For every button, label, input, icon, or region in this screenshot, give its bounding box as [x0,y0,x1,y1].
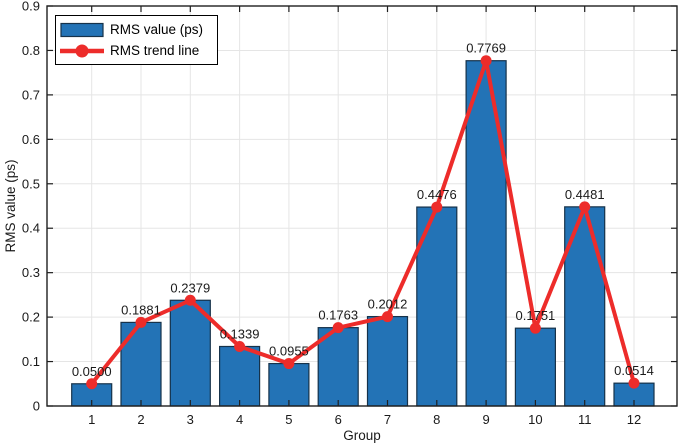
x-tick-label: 4 [236,412,243,427]
x-tick-label: 10 [528,412,542,427]
y-tick-label: 0.9 [22,0,40,14]
plot-border [46,5,678,407]
value-label: 0.1881 [121,302,161,317]
value-label: 0.4476 [417,187,457,202]
bar [366,315,409,407]
bar [465,60,507,407]
legend-line-swatch [60,44,104,57]
x-tick-label: 2 [137,412,144,427]
trend-marker [86,378,98,390]
x-tick-label: 8 [433,412,440,427]
legend-item-bar: RMS value (ps) [60,20,203,39]
y-tick-label: 0.7 [22,87,40,102]
y-tick-label: 0.4 [22,221,40,236]
bar [268,362,310,407]
x-tick-label: 1 [88,412,95,427]
value-label: 0.1763 [318,308,358,323]
legend-label-line: RMS trend line [110,43,200,58]
x-tick-label: 7 [384,412,391,427]
x-tick-label: 3 [187,412,194,427]
x-tick-label: 6 [335,412,342,427]
y-tick-label: 0.5 [22,176,40,191]
y-axis-title: RMS value (ps) [3,159,18,253]
x-tick-label: 5 [285,412,292,427]
x-axis-title: Group [343,428,381,443]
trend-marker [135,316,147,328]
value-label: 0.1339 [220,326,260,341]
trend-marker [332,322,344,334]
value-label: 0.0500 [72,364,112,379]
value-label: 0.7769 [466,41,506,56]
y-tick-label: 0.8 [22,43,40,58]
legend-label-bar: RMS value (ps) [110,22,204,37]
bar [169,299,211,407]
bar [120,321,162,407]
trend-marker [529,322,541,334]
value-label: 0.2379 [170,280,210,295]
x-tick-label: 12 [627,412,641,427]
value-label: 0.2012 [368,297,408,312]
bar [514,327,557,407]
x-tick-label: 9 [482,412,489,427]
trend-marker [234,340,246,352]
trend-marker [579,201,591,213]
value-label: 0.4481 [565,187,605,202]
trend-marker [184,294,196,306]
value-label: 0.0955 [269,344,309,359]
trend-line [89,58,636,386]
bar [219,345,261,407]
legend-item-line: RMS trend line [60,41,203,60]
trend-marker [431,201,443,213]
trend-marker [382,311,393,323]
legend: RMS value (ps) RMS trend line [55,15,219,65]
x-tick-label: 11 [578,412,592,427]
trend-marker [283,358,295,370]
y-tick-label: 0 [33,399,40,414]
value-label: 0.0514 [614,363,654,378]
y-tick-label: 0.2 [22,310,40,325]
y-tick-label: 0.3 [22,265,40,280]
trend-marker [628,377,640,389]
legend-bar-swatch [60,22,104,37]
y-tick-label: 0.6 [22,132,40,147]
bar [317,327,359,407]
trend-marker [480,55,492,67]
value-label: 0.1751 [516,308,556,323]
y-tick-label: 0.1 [22,354,40,369]
